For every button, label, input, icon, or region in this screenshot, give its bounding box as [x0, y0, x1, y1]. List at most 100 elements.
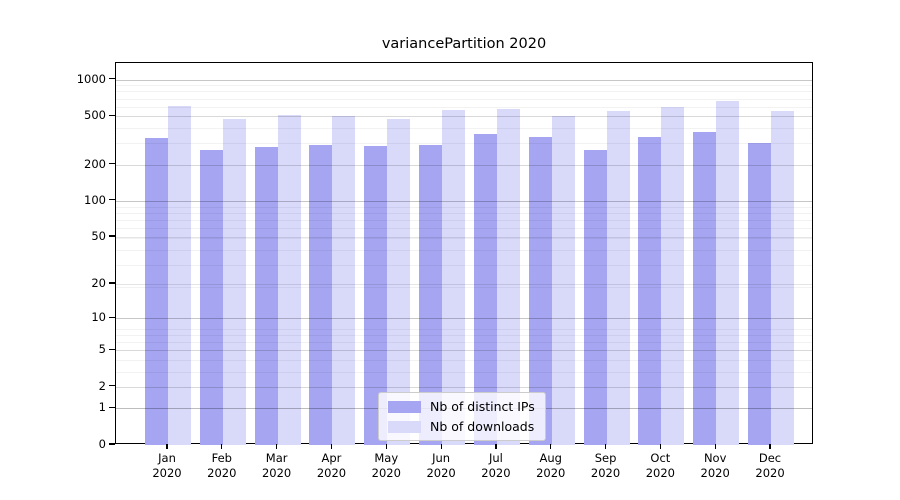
x-tick-label: Jun 2020 — [426, 451, 456, 480]
bar-distinct-ips — [473, 133, 497, 445]
gridline — [116, 265, 812, 267]
x-tick-label: Apr 2020 — [316, 451, 347, 480]
x-tick-mark — [495, 444, 497, 449]
gridline — [116, 91, 812, 93]
bar-downloads — [277, 114, 301, 445]
x-tick-label: Jan 2020 — [152, 451, 182, 480]
gridline — [116, 98, 812, 100]
gridline — [116, 116, 812, 118]
gridline — [116, 237, 812, 239]
x-tick-mark — [550, 444, 552, 449]
y-tick-mark — [109, 162, 115, 165]
x-tick-mark — [769, 444, 771, 449]
gridline — [116, 164, 812, 166]
gridline — [116, 328, 812, 330]
bar-downloads — [168, 105, 191, 445]
y-tick-label: 200 — [84, 156, 106, 171]
y-tick-mark — [109, 114, 115, 116]
legend-label-downloads: Nb of downloads — [430, 419, 535, 434]
x-tick-label: Sep 2020 — [590, 451, 621, 480]
bar-distinct-ips — [748, 143, 772, 445]
bar-downloads — [661, 107, 685, 445]
legend: Nb of distinct IPs Nb of downloads — [378, 392, 546, 441]
y-tick-mark — [109, 385, 115, 387]
bar-downloads — [771, 110, 795, 445]
y-tick-mark — [109, 77, 115, 80]
bar-distinct-ips — [199, 149, 223, 445]
bar-distinct-ips — [638, 136, 662, 445]
y-tick-label: 1 — [98, 400, 106, 415]
x-tick-mark — [276, 444, 278, 449]
bar-distinct-ips — [583, 150, 607, 445]
bar-distinct-ips — [309, 145, 333, 445]
y-tick-mark — [109, 282, 115, 284]
gridline — [116, 371, 812, 373]
y-tick-mark — [109, 406, 115, 408]
bar-distinct-ips — [145, 138, 168, 445]
bar-downloads — [332, 115, 356, 445]
y-tick-mark — [109, 199, 115, 201]
legend-item-distinct-ips: Nb of distinct IPs — [388, 399, 535, 414]
x-tick-label: Dec 2020 — [755, 451, 785, 480]
y-tick-label: 0 — [98, 437, 106, 451]
gridline — [116, 128, 812, 130]
bar-downloads — [716, 101, 740, 445]
y-tick-label: 500 — [84, 108, 106, 123]
gridline — [116, 228, 812, 230]
gridline — [116, 350, 812, 352]
x-tick-mark — [604, 444, 607, 449]
bar-downloads — [496, 109, 520, 445]
gridline — [116, 79, 812, 81]
legend-swatch-downloads-icon — [388, 420, 421, 433]
x-tick-mark — [385, 444, 387, 449]
gridline — [116, 238, 812, 240]
gridline — [116, 249, 812, 251]
bar-downloads — [222, 118, 246, 445]
gridline — [116, 283, 812, 285]
y-tick-label: 10 — [91, 310, 106, 325]
x-tick-mark — [714, 444, 716, 449]
y-tick-mark — [109, 316, 115, 318]
gridline — [116, 342, 812, 344]
y-tick-label: 5 — [98, 342, 106, 357]
gridline — [116, 200, 812, 202]
x-tick-mark — [659, 444, 661, 449]
chart-title: variancePartition 2020 — [381, 36, 547, 52]
bar-downloads — [387, 119, 411, 445]
gridline — [116, 213, 812, 215]
legend-item-downloads: Nb of downloads — [388, 419, 535, 434]
x-tick-label: Feb 2020 — [207, 451, 237, 480]
y-tick-label: 1000 — [76, 71, 106, 86]
gridline — [116, 143, 812, 145]
bar-distinct-ips — [693, 131, 717, 445]
bar-distinct-ips — [528, 137, 552, 445]
bar-distinct-ips — [254, 146, 278, 445]
gridline — [116, 386, 812, 388]
x-tick-label: May 2020 — [371, 451, 401, 480]
gridline — [116, 207, 812, 208]
bar-downloads — [442, 110, 466, 445]
gridline — [116, 85, 812, 87]
x-tick-mark — [440, 444, 442, 449]
gridline — [116, 116, 812, 118]
gridline — [116, 106, 812, 108]
x-tick-label: Nov 2020 — [700, 451, 730, 480]
y-tick-mark — [109, 348, 115, 350]
y-tick-mark — [109, 235, 115, 237]
gridline — [116, 359, 812, 361]
x-tick-label: Oct 2020 — [645, 451, 676, 480]
y-tick-label: 100 — [84, 192, 106, 207]
y-tick-label: 2 — [98, 378, 106, 393]
bars-layer — [116, 63, 812, 445]
gridline — [116, 386, 812, 388]
x-tick-mark — [330, 444, 333, 449]
gridline — [116, 335, 812, 337]
gridline — [116, 220, 812, 222]
x-tick-mark — [166, 444, 168, 449]
gridlines-layer — [116, 63, 812, 443]
bar-distinct-ips — [364, 146, 388, 445]
gridline — [116, 350, 812, 352]
y-tick-mark — [109, 443, 115, 445]
x-tick-label: Mar 2020 — [261, 451, 292, 480]
gridline — [116, 318, 812, 320]
